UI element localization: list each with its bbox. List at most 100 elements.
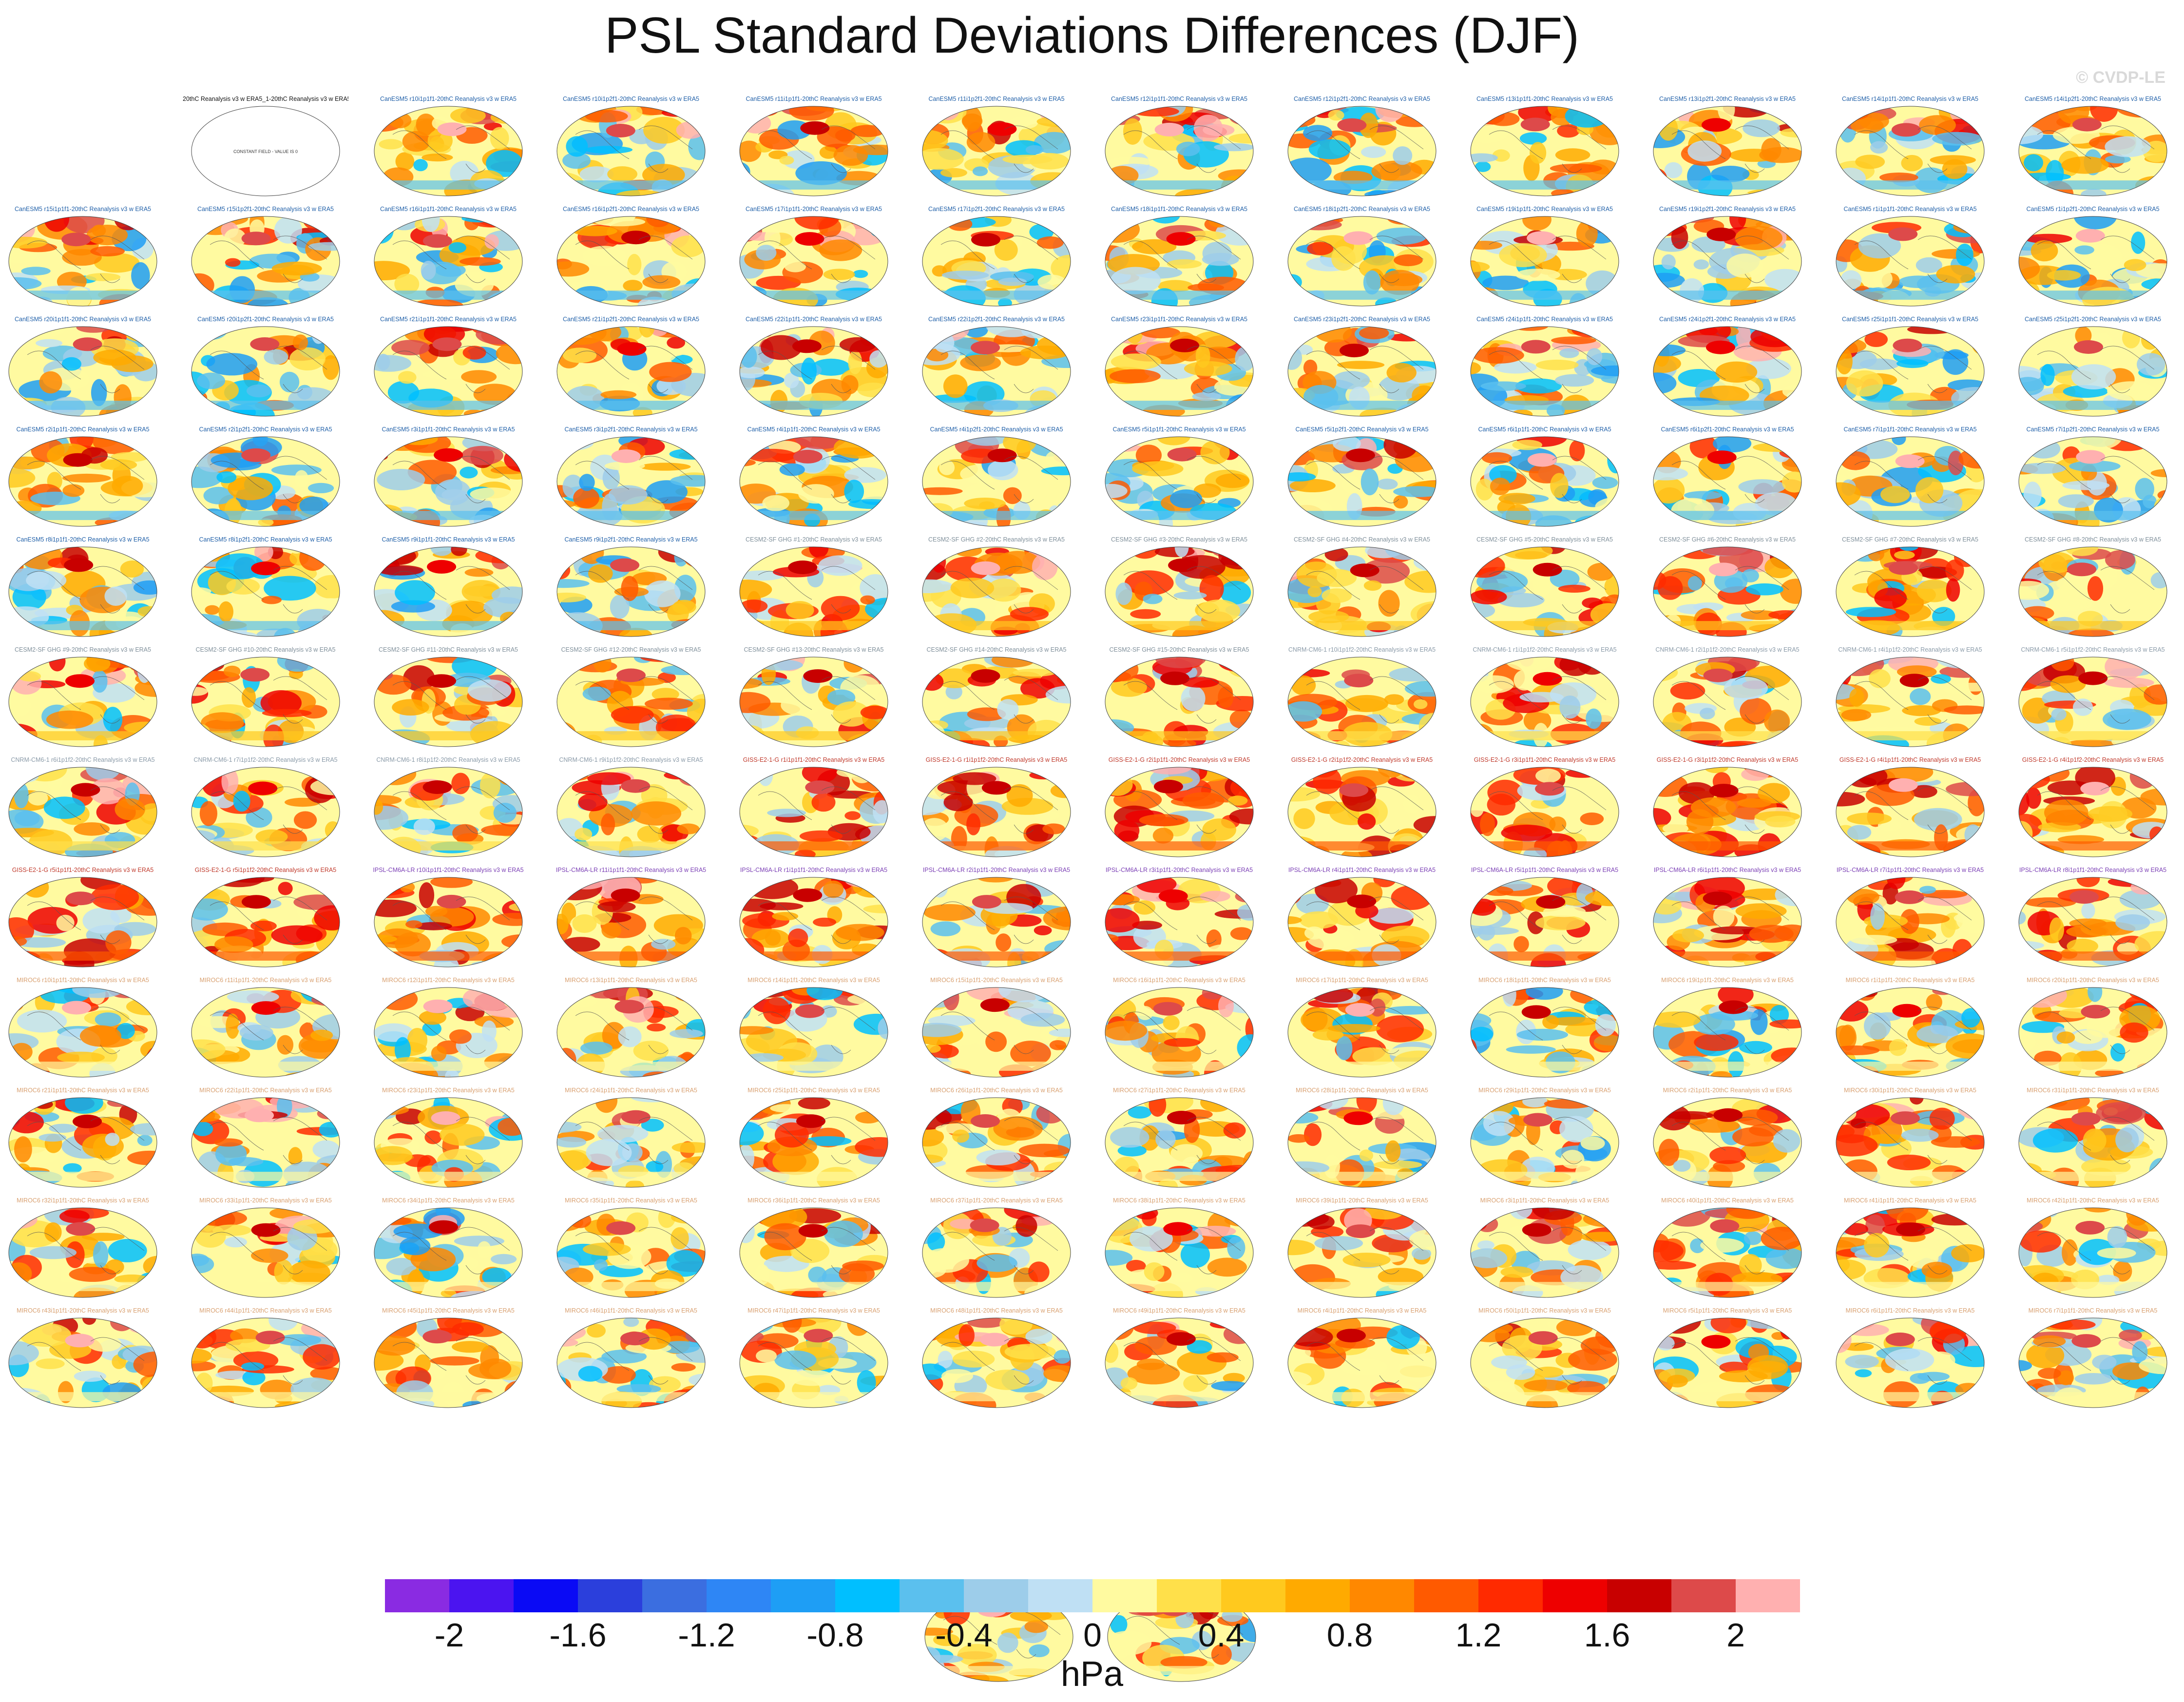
map-panel-title: CNRM-CM6-1 r5i1p1f2-20thC Reanalysis v3 … bbox=[2021, 646, 2165, 653]
map-globe bbox=[1653, 987, 1802, 1078]
map-panel-title: MIROC6 r14i1p1f1-20thC Reanalysis v3 w E… bbox=[747, 977, 880, 984]
map-panel-title: MIROC6 r47i1p1f1-20thC Reanalysis v3 w E… bbox=[747, 1307, 880, 1314]
map-globe bbox=[1105, 657, 1254, 747]
map-panel: IPSL-CM6A-LR r3i1p1f1-20thC Reanalysis v… bbox=[1096, 867, 1262, 977]
map-panel: CanESM5 r18i1p2f1-20thC Reanalysis v3 w … bbox=[1279, 206, 1445, 316]
map-panel-title: IPSL-CM6A-LR r1i1p1f1-20thC Reanalysis v… bbox=[740, 867, 888, 873]
map-panel: CanESM5 r25i1p1f1-20thC Reanalysis v3 w … bbox=[1827, 316, 1993, 426]
map-panel-title: CanESM5 r9i1p1f1-20thC Reanalysis v3 w E… bbox=[382, 536, 515, 543]
map-panel: CanESM5 r9i1p1f1-20thC Reanalysis v3 w E… bbox=[365, 536, 531, 646]
map-globe bbox=[922, 546, 1071, 637]
map-panel-title: MIROC6 r19i1p1f1-20thC Reanalysis v3 w E… bbox=[1661, 977, 1794, 984]
map-globe bbox=[8, 326, 157, 417]
colorbar-tick-label: 0.4 bbox=[1198, 1617, 1245, 1654]
map-globe bbox=[374, 987, 523, 1078]
map-panel: MIROC6 r33i1p1f1-20thC Reanalysis v3 w E… bbox=[183, 1197, 348, 1307]
map-panel-title: CESM2-SF GHG #12-20thC Reanalysis v3 w E… bbox=[561, 646, 701, 653]
map-panel-title: CanESM5 r19i1p1f1-20thC Reanalysis v3 w … bbox=[1476, 206, 1613, 213]
map-globe bbox=[1105, 216, 1254, 307]
map-panel-title: MIROC6 r4i1p1f1-20thC Reanalysis v3 w ER… bbox=[1297, 1307, 1427, 1314]
map-globe bbox=[8, 216, 157, 307]
map-panel-title: MIROC6 r3i1p1f1-20thC Reanalysis v3 w ER… bbox=[1480, 1197, 1609, 1204]
map-panel: CNRM-CM6-1 r10i1p1f2-20thC Reanalysis v3… bbox=[1279, 646, 1445, 756]
map-panel-title: CNRM-CM6-1 r8i1p1f2-20thC Reanalysis v3 … bbox=[376, 756, 520, 763]
map-panel-title: CanESM5 r23i1p2f1-20thC Reanalysis v3 w … bbox=[1294, 316, 1430, 323]
map-panel: GISS-E2-1-G r2i1p1f1-20thC Reanalysis v3… bbox=[1096, 756, 1262, 867]
map-panel-title: CanESM5 r4i1p2f1-20thC Reanalysis v3 w E… bbox=[930, 426, 1063, 433]
map-panel: GISS-E2-1-G r4i1p1f2-20thC Reanalysis v3… bbox=[2010, 756, 2176, 867]
map-panel: MIROC6 r28i1p1f1-20thC Reanalysis v3 w E… bbox=[1279, 1087, 1445, 1197]
map-panel: CESM2-SF GHG #10-20thC Reanalysis v3 w E… bbox=[183, 646, 348, 756]
map-panel-title: CanESM5 r16i1p1f1-20thC Reanalysis v3 w … bbox=[380, 206, 517, 213]
map-panel: CESM2-SF GHG #7-20thC Reanalysis v3 w ER… bbox=[1827, 536, 1993, 646]
map-globe bbox=[556, 216, 706, 307]
map-panel: MIROC6 r36i1p1f1-20thC Reanalysis v3 w E… bbox=[731, 1197, 897, 1307]
map-panel-title: IPSL-CM6A-LR r5i1p1f1-20thC Reanalysis v… bbox=[1471, 867, 1619, 873]
map-panel-title: CNRM-CM6-1 r10i1p1f2-20thC Reanalysis v3… bbox=[1288, 646, 1436, 653]
map-globe bbox=[1653, 546, 1802, 637]
map-panel: CESM2-SF GHG #4-20thC Reanalysis v3 w ER… bbox=[1279, 536, 1445, 646]
colorbar-bin bbox=[771, 1579, 836, 1612]
map-panel-title: CanESM5 r15i1p2f1-20thC Reanalysis v3 w … bbox=[197, 206, 334, 213]
map-panel-title: CESM2-SF GHG #6-20thC Reanalysis v3 w ER… bbox=[1659, 536, 1796, 543]
map-globe bbox=[739, 877, 888, 967]
map-panel-title: MIROC6 r2i1p1f1-20thC Reanalysis v3 w ER… bbox=[1663, 1087, 1792, 1094]
map-panel: MIROC6 r19i1p1f1-20thC Reanalysis v3 w E… bbox=[1645, 977, 1810, 1087]
map-globe bbox=[1836, 546, 1985, 637]
map-panel-title: CNRM-CM6-1 r9i1p1f2-20thC Reanalysis v3 … bbox=[559, 756, 703, 763]
map-globe bbox=[739, 546, 888, 637]
map-panel-title: MIROC6 r42i1p1f1-20thC Reanalysis v3 w E… bbox=[2027, 1197, 2159, 1204]
map-panel: MIROC6 r1i1p1f1-20thC Reanalysis v3 w ER… bbox=[1827, 977, 1993, 1087]
map-globe bbox=[191, 1207, 340, 1298]
map-panel: CanESM5 r8i1p1f1-20thC Reanalysis v3 w E… bbox=[0, 536, 166, 646]
map-panel-title: CanESM5 r12i1p1f1-20thC Reanalysis v3 w … bbox=[1111, 96, 1247, 102]
map-globe bbox=[1287, 877, 1437, 967]
map-globe bbox=[1653, 877, 1802, 967]
map-globe bbox=[8, 1207, 157, 1298]
map-panel-title: MIROC6 r23i1p1f1-20thC Reanalysis v3 w E… bbox=[382, 1087, 515, 1094]
map-panel-title: CNRM-CM6-1 r7i1p1f2-20thC Reanalysis v3 … bbox=[193, 756, 338, 763]
map-panel: CanESM5 r21i1p1f1-20thC Reanalysis v3 w … bbox=[365, 316, 531, 426]
map-panel-title: IPSL-CM6A-LR r4i1p1f1-20thC Reanalysis v… bbox=[1288, 867, 1436, 873]
map-globe bbox=[739, 436, 888, 527]
map-panel-title: GISS-E2-1-G r3i1p1f1-20thC Reanalysis v3… bbox=[1474, 756, 1616, 763]
map-panel: GISS-E2-1-G r3i1p1f1-20thC Reanalysis v3… bbox=[1462, 756, 1628, 867]
colorbar-bin bbox=[900, 1579, 964, 1612]
map-panel: CanESM5 r20i1p1f1-20thC Reanalysis v3 w … bbox=[0, 316, 166, 426]
map-panel-title: MIROC6 r38i1p1f1-20thC Reanalysis v3 w E… bbox=[1113, 1197, 1245, 1204]
map-panel: CESM2-SF GHG #14-20thC Reanalysis v3 w E… bbox=[914, 646, 1079, 756]
map-panel: MIROC6 r41i1p1f1-20thC Reanalysis v3 w E… bbox=[1827, 1197, 1993, 1307]
constant-field-annotation: CONSTANT FIELD - VALUE IS 0 bbox=[233, 149, 298, 154]
map-panel: CNRM-CM6-1 r7i1p1f2-20thC Reanalysis v3 … bbox=[183, 756, 348, 867]
map-panel-title: CanESM5 r5i1p2f1-20thC Reanalysis v3 w E… bbox=[1295, 426, 1429, 433]
map-panel-title: CanESM5 r6i1p2f1-20thC Reanalysis v3 w E… bbox=[1661, 426, 1794, 433]
map-panel: CanESM5 r20i1p2f1-20thC Reanalysis v3 w … bbox=[183, 316, 348, 426]
map-panel-title: CanESM5 r7i1p1f1-20thC Reanalysis v3 w E… bbox=[1843, 426, 1977, 433]
map-panel: MIROC6 r38i1p1f1-20thC Reanalysis v3 w E… bbox=[1096, 1197, 1262, 1307]
map-panel-title: GISS-E2-1-G r5i1p1f2-20thC Reanalysis v3… bbox=[194, 867, 337, 873]
map-globe bbox=[8, 767, 157, 857]
map-globe bbox=[191, 216, 340, 307]
map-globe bbox=[1836, 767, 1985, 857]
map-panels-grid: 20thC Reanalysis v3 w ERA5_1-20thC Reana… bbox=[0, 96, 2176, 1682]
map-panel: MIROC6 r7i1p1f1-20thC Reanalysis v3 w ER… bbox=[2010, 1307, 2176, 1417]
map-panel-title: GISS-E2-1-G r4i1p1f1-20thC Reanalysis v3… bbox=[1839, 756, 1981, 763]
map-panel-title: IPSL-CM6A-LR r8i1p1f1-20thC Reanalysis v… bbox=[2019, 867, 2167, 873]
map-globe bbox=[2018, 1317, 2167, 1408]
map-panel: MIROC6 r11i1p1f1-20thC Reanalysis v3 w E… bbox=[183, 977, 348, 1087]
map-globe bbox=[1836, 1317, 1985, 1408]
map-panel-title: MIROC6 r6i1p1f1-20thC Reanalysis v3 w ER… bbox=[1845, 1307, 1975, 1314]
map-globe bbox=[191, 546, 340, 637]
map-panel-title: MIROC6 r24i1p1f1-20thC Reanalysis v3 w E… bbox=[565, 1087, 697, 1094]
map-panel-title: MIROC6 r1i1p1f1-20thC Reanalysis v3 w ER… bbox=[1845, 977, 1975, 984]
map-panel: MIROC6 r49i1p1f1-20thC Reanalysis v3 w E… bbox=[1096, 1307, 1262, 1417]
map-globe bbox=[922, 877, 1071, 967]
map-globe bbox=[2018, 546, 2167, 637]
map-panel: MIROC6 r40i1p1f1-20thC Reanalysis v3 w E… bbox=[1645, 1197, 1810, 1307]
map-globe bbox=[1653, 436, 1802, 527]
map-globe bbox=[1287, 546, 1437, 637]
colorbar-tick-label: -1.2 bbox=[678, 1617, 735, 1654]
map-panel-title: CESM2-SF GHG #5-20thC Reanalysis v3 w ER… bbox=[1476, 536, 1613, 543]
map-panel: MIROC6 r30i1p1f1-20thC Reanalysis v3 w E… bbox=[1827, 1087, 1993, 1197]
map-panel-title: GISS-E2-1-G r3i1p1f2-20thC Reanalysis v3… bbox=[1656, 756, 1799, 763]
